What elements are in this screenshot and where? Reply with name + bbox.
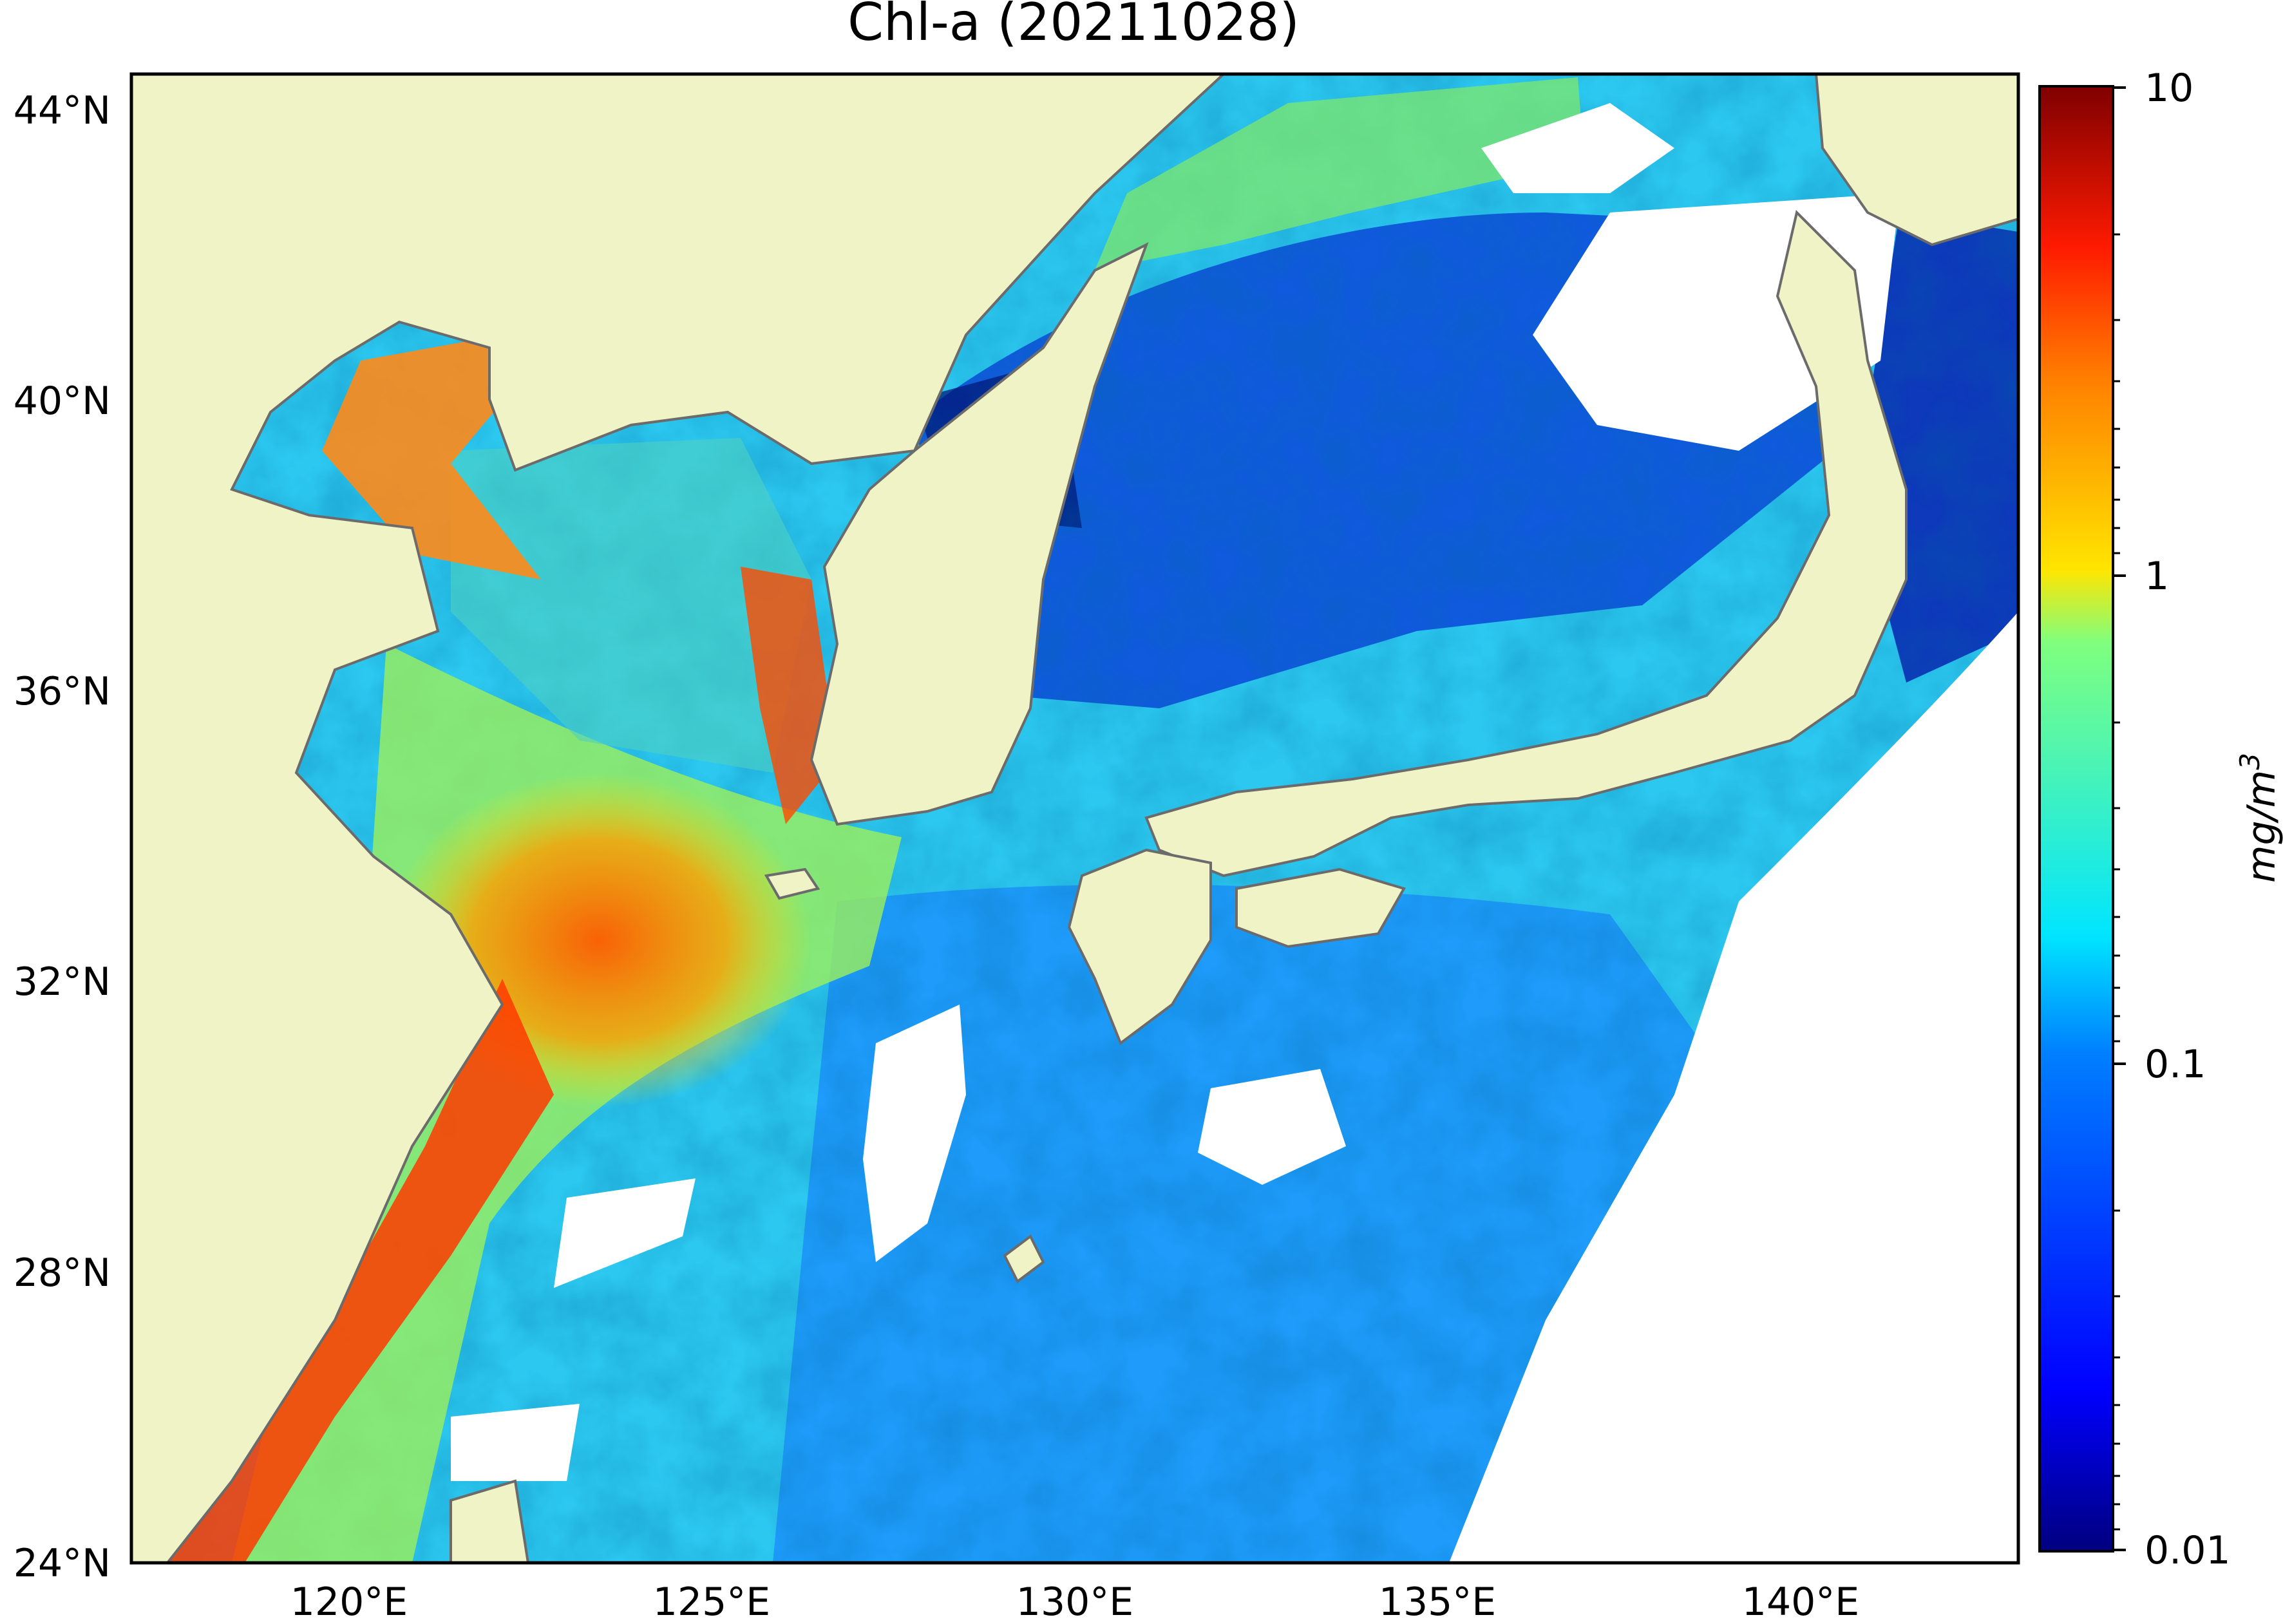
lat-tick-label: 40°N — [14, 379, 111, 424]
bohai-yellow-sea-green — [451, 438, 811, 773]
taiwan-north — [450, 1479, 530, 1563]
land-masses — [131, 74, 2018, 1563]
units-base: mg/m — [2239, 770, 2283, 883]
lat-tick-label: 28°N — [14, 1251, 111, 1296]
no-data-areas — [451, 103, 2018, 1563]
colorbar-tick-labels: 10 1 0.1 0.01 — [2145, 66, 2231, 1573]
lon-tick-label: 125°E — [653, 1580, 770, 1624]
japan-shikoku — [1235, 867, 1406, 949]
lon-tick-label: 120°E — [290, 1580, 408, 1624]
colorbar-units-label: mg/m3 — [2234, 753, 2283, 883]
colorbar-gradient — [2038, 85, 2114, 1553]
jeju-island — [764, 867, 820, 900]
map-frame — [129, 72, 2020, 1565]
colorbar-tick-label: 0.01 — [2145, 1528, 2231, 1573]
units-exponent: 3 — [2234, 753, 2266, 770]
korea-peninsula — [810, 241, 1149, 826]
china-coast-high-chlorophyll — [167, 979, 554, 1563]
japan-honshu — [1144, 210, 1908, 878]
colorbar: 10 1 0.1 0.01 mg/m3 — [2038, 66, 2283, 1573]
lon-tick-label: 135°E — [1379, 1580, 1496, 1624]
ryukyu-islands — [1003, 1234, 1045, 1284]
colorbar-minor-ticks — [2113, 233, 2120, 1531]
north-coastal-green — [1095, 77, 1584, 270]
japan-kyushu — [1067, 848, 1212, 1046]
china-mainland — [131, 74, 1226, 1563]
colorbar-major-ticks — [2113, 86, 2126, 1551]
lon-tick-label: 130°E — [1016, 1580, 1133, 1624]
lat-tick-label: 24°N — [14, 1541, 111, 1586]
lat-tick-label: 36°N — [14, 669, 111, 714]
lat-tick-label: 32°N — [14, 959, 111, 1005]
japan-hokkaido — [1814, 74, 2018, 247]
latitude-axis: 44°N 40°N 36°N 32°N 28°N 24°N — [14, 88, 111, 1586]
colorbar-tick-label: 0.1 — [2145, 1042, 2206, 1087]
colorbar-tick-label: 1 — [2145, 554, 2169, 599]
lon-tick-label: 140°E — [1742, 1580, 1859, 1624]
bohai-high-chlorophyll — [322, 335, 541, 580]
map-title: Chl-a (20211028) — [848, 0, 1300, 52]
longitude-axis: 120°E 125°E 130°E 135°E 140°E — [290, 1580, 1859, 1624]
colorbar-tick-label: 10 — [2145, 66, 2193, 111]
lat-tick-label: 44°N — [14, 88, 111, 133]
map-panel — [131, 74, 2018, 1563]
